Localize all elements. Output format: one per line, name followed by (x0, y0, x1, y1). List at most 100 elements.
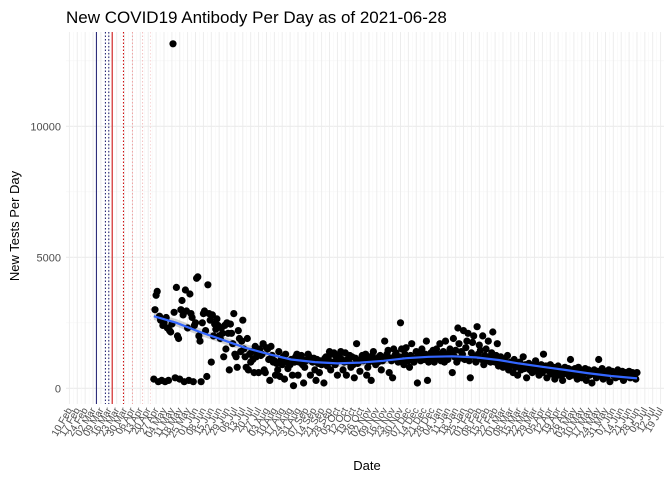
data-point (470, 332, 478, 340)
data-point (294, 371, 302, 379)
data-point (280, 375, 289, 383)
x-axis-title: Date (353, 458, 380, 473)
data-point (238, 337, 246, 345)
data-point (464, 329, 472, 337)
data-point (489, 328, 497, 336)
data-point (306, 371, 314, 379)
data-point (595, 355, 603, 364)
y-tick-labels: 0 5000 10000 (30, 121, 61, 395)
data-point (422, 337, 430, 345)
data-point (482, 345, 490, 353)
data-point (476, 346, 484, 354)
data-point (172, 283, 180, 291)
data-point (197, 378, 205, 386)
data-point (539, 350, 548, 358)
data-point (588, 379, 596, 387)
data-point (312, 376, 320, 384)
data-point (523, 374, 531, 382)
data-point (405, 363, 414, 371)
data-point (462, 344, 470, 352)
data-point (151, 306, 159, 314)
data-point (288, 371, 296, 379)
data-point (633, 369, 641, 377)
data-point (300, 379, 308, 387)
data-point (170, 308, 178, 316)
data-point (243, 334, 251, 343)
data-point (363, 371, 371, 379)
data-point (194, 273, 202, 281)
data-point (465, 357, 473, 365)
data-point (423, 376, 432, 384)
data-point (448, 369, 456, 377)
data-point (566, 355, 575, 364)
data-point (274, 366, 282, 374)
data-point (189, 378, 197, 386)
data-point (452, 346, 460, 354)
data-point (484, 337, 492, 345)
data-point (203, 372, 211, 381)
data-point (436, 340, 444, 348)
data-point (466, 374, 474, 382)
data-point (532, 357, 540, 365)
data-point (333, 371, 341, 379)
data-point (207, 358, 215, 366)
data-point (441, 337, 450, 345)
data-point (188, 313, 196, 322)
data-point (275, 348, 283, 356)
data-point (204, 281, 212, 289)
data-point (226, 320, 234, 328)
data-point (301, 363, 309, 371)
data-point (454, 324, 462, 332)
data-point (196, 337, 204, 345)
data-point (232, 353, 240, 361)
y-axis-title: New Tests Per Day (7, 170, 22, 281)
y-tick-label: 0 (55, 383, 61, 395)
data-point (167, 328, 175, 336)
grid (66, 32, 664, 404)
data-point (261, 369, 269, 377)
data-point (503, 351, 512, 360)
reference-lines (95, 32, 151, 404)
data-point (218, 329, 227, 337)
data-point (225, 366, 233, 374)
data-point (220, 353, 228, 361)
data-point (222, 345, 230, 353)
data-point (320, 379, 328, 387)
data-point (178, 296, 186, 305)
data-point (234, 327, 242, 335)
data-point (153, 287, 161, 295)
data-point (369, 348, 377, 356)
data-point (519, 353, 527, 361)
data-point (339, 366, 347, 374)
data-point (582, 376, 590, 384)
data-point (169, 40, 177, 48)
data-point (230, 310, 238, 318)
data-point (267, 342, 275, 350)
data-point (402, 344, 410, 352)
data-point (472, 358, 480, 366)
data-point (463, 337, 471, 345)
data-point (514, 371, 522, 379)
data-point (175, 334, 183, 343)
data-point (493, 340, 501, 348)
data-point (606, 378, 614, 386)
data-point (367, 376, 375, 384)
data-point (342, 371, 350, 379)
data-point (384, 346, 392, 354)
data-point (239, 316, 247, 324)
data-point (186, 290, 194, 298)
data-point (389, 374, 397, 382)
data-point (244, 366, 252, 374)
data-point (455, 340, 463, 348)
data-point (350, 374, 358, 382)
data-point (385, 369, 393, 377)
data-point (233, 363, 241, 371)
data-point (396, 319, 405, 327)
data-point (381, 337, 389, 345)
data-point (191, 319, 200, 327)
data-point (289, 382, 298, 390)
data-point (468, 338, 477, 346)
data-point (377, 366, 385, 374)
